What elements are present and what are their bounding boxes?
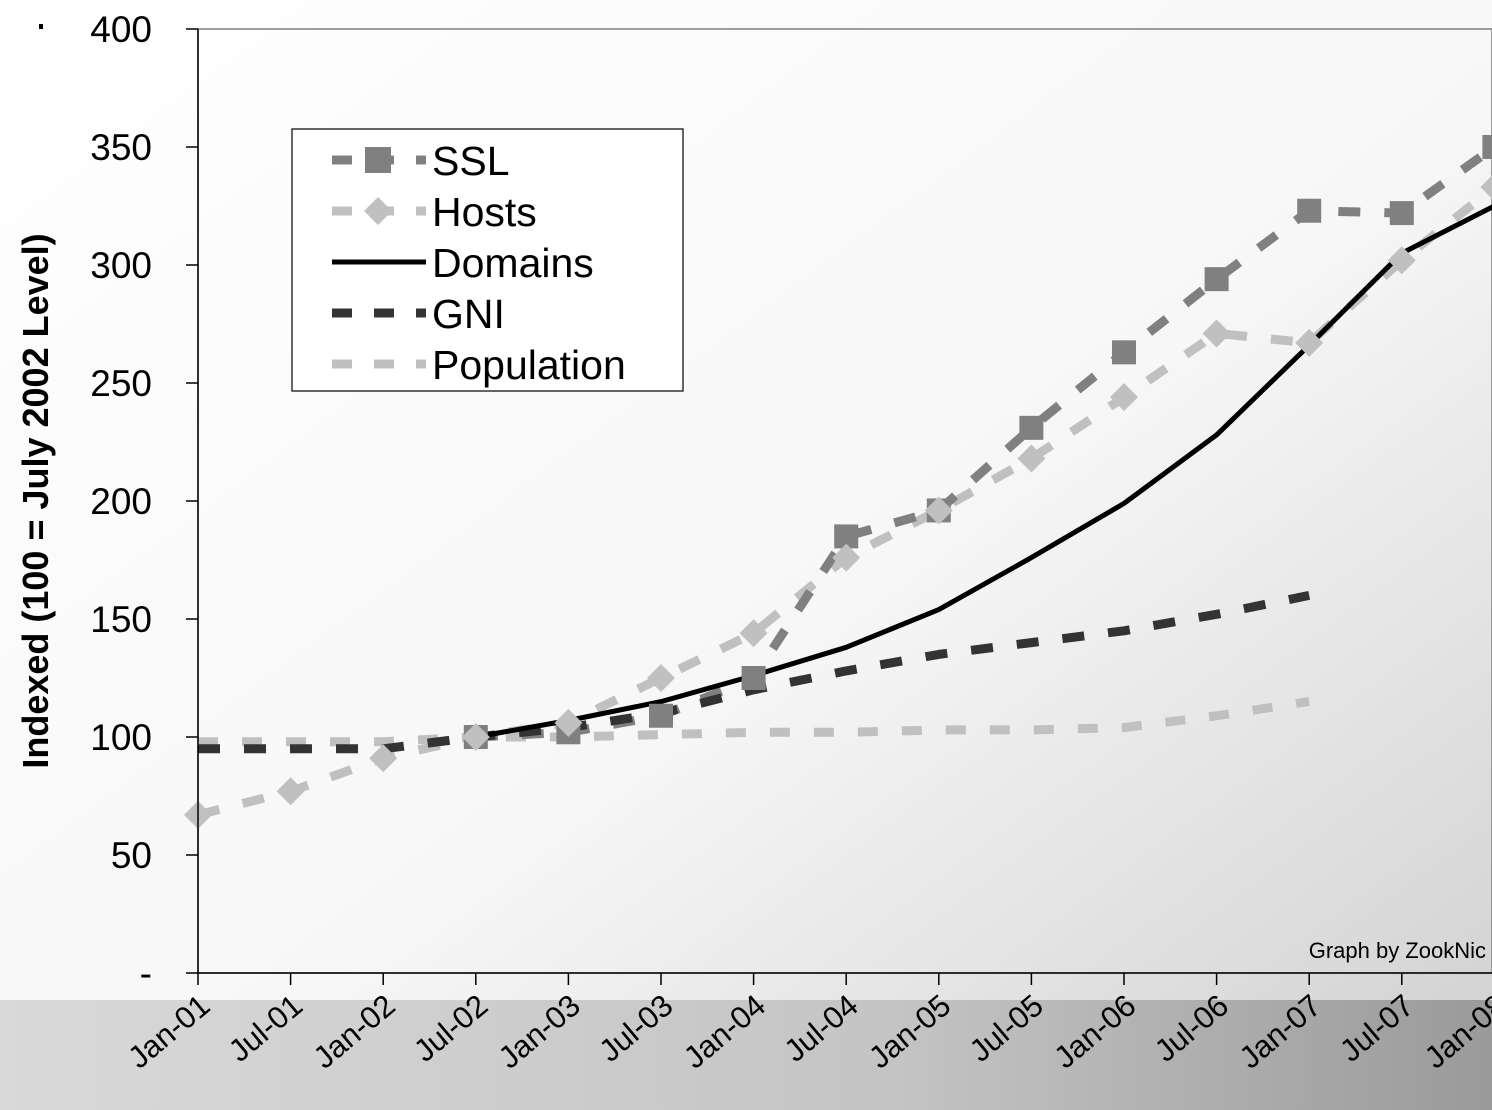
hosts-point xyxy=(1295,328,1324,357)
ssl-point xyxy=(649,703,673,728)
legend: SSL Hosts Domains GNI Population xyxy=(291,128,684,392)
hosts-point xyxy=(369,744,398,773)
y-tick-label: 200 xyxy=(90,481,152,522)
series-line-domains xyxy=(475,204,1492,740)
top-left-mark xyxy=(39,24,43,29)
legend-label-ssl: SSL xyxy=(432,138,510,184)
hosts-point xyxy=(1202,319,1231,348)
credit-text: Graph by ZookNic xyxy=(1309,938,1486,963)
hosts-point xyxy=(276,777,305,806)
y-tick-label: 300 xyxy=(90,245,152,286)
ssl-point xyxy=(741,666,766,690)
legend-marker-square xyxy=(365,147,391,173)
hosts-point xyxy=(924,496,953,525)
hosts-point xyxy=(461,723,490,751)
ssl-point xyxy=(1112,340,1136,365)
legend-label-population: Population xyxy=(432,342,626,388)
ssl-point xyxy=(1019,415,1044,440)
legend-label-hosts: Hosts xyxy=(432,189,537,235)
hosts-point xyxy=(832,543,861,572)
y-tick-label: 250 xyxy=(90,363,152,404)
legend-label-domains: Domains xyxy=(432,240,594,286)
ssl-point xyxy=(1482,135,1492,159)
bottom-band xyxy=(0,1000,1492,1110)
hosts-point xyxy=(1110,383,1138,412)
hosts-point xyxy=(739,619,768,648)
y-tick-label: 400 xyxy=(90,9,152,50)
ssl-point xyxy=(1297,198,1322,223)
hosts-point xyxy=(1387,246,1416,275)
hosts-point xyxy=(1480,175,1492,199)
legend-label-gni: GNI xyxy=(432,291,505,337)
series-line-ssl xyxy=(475,143,1492,742)
y-axis-label: Indexed (100 = July 2002 Level) xyxy=(15,233,56,768)
hosts-point xyxy=(1017,444,1046,473)
y-tick-label: 150 xyxy=(90,599,152,640)
hosts-point xyxy=(647,664,675,692)
hosts-point xyxy=(554,708,583,737)
y-tick-label: 350 xyxy=(90,127,152,168)
ssl-point xyxy=(1389,201,1414,226)
ssl-point xyxy=(1204,267,1229,292)
legend-marker-diamond xyxy=(364,197,392,225)
y-tick-label: 50 xyxy=(111,835,152,876)
series-line-population xyxy=(198,697,1310,747)
y-tick-label: 100 xyxy=(90,717,152,758)
y-tick-label: - xyxy=(140,953,152,994)
series-layer xyxy=(184,135,1492,829)
